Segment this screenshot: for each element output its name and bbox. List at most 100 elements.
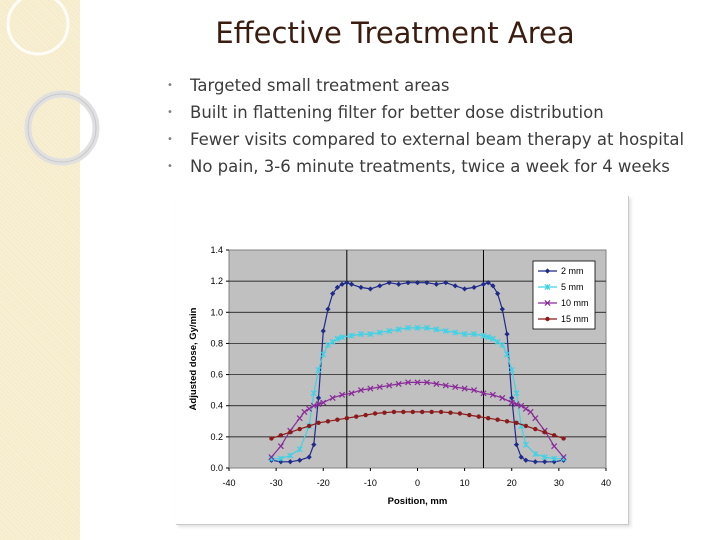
data-point — [306, 405, 313, 412]
data-point — [443, 280, 449, 286]
y-tick-label: 0.8 — [210, 338, 223, 348]
data-point — [489, 391, 496, 398]
data-point — [401, 409, 406, 415]
x-tick-label: -40 — [222, 478, 235, 488]
data-point — [320, 328, 326, 334]
data-point — [532, 415, 539, 422]
data-point — [391, 409, 397, 415]
data-point — [386, 382, 393, 389]
data-point — [485, 280, 491, 286]
legend-label: 15 mm — [561, 314, 589, 324]
data-point — [561, 436, 566, 441]
data-point — [301, 408, 308, 415]
data-point — [471, 387, 478, 394]
data-point — [504, 331, 510, 337]
data-point — [442, 382, 449, 389]
bullet-dot-icon: • — [167, 161, 173, 172]
data-point — [551, 433, 557, 438]
data-point — [344, 415, 350, 421]
x-tick-label: -10 — [364, 478, 377, 488]
bullet-dot-icon: • — [167, 80, 173, 91]
legend-box — [532, 260, 596, 330]
decorative-rings — [6, 0, 100, 166]
bullet-dot-icon: • — [167, 107, 173, 118]
data-point — [414, 379, 421, 386]
data-point — [544, 299, 551, 307]
data-point — [467, 412, 472, 418]
data-point — [461, 385, 468, 392]
data-point — [339, 281, 345, 287]
data-point — [315, 401, 322, 408]
data-point — [376, 384, 383, 391]
chart-image-frame: 0.0 0.2 0.4 0.6 0.8 1.0 1.2 1.4 -40 -30 -20 -10 0 10 2… — [176, 196, 629, 525]
data-point — [544, 268, 551, 274]
data-point — [438, 409, 444, 415]
data-point — [339, 391, 346, 398]
data-point — [476, 414, 481, 419]
data-point — [297, 426, 302, 432]
data-point — [504, 419, 510, 424]
data-point — [277, 443, 284, 450]
data-point — [410, 409, 415, 415]
y-tick-label: 1.0 — [210, 307, 223, 317]
data-point — [334, 284, 340, 290]
bullet-item: • Targeted small treatment areas — [160, 72, 684, 99]
data-point — [310, 402, 317, 409]
bullet-dot-icon: • — [167, 134, 173, 145]
data-point — [354, 414, 359, 419]
data-point — [306, 423, 312, 429]
x-tick-label: -30 — [270, 478, 283, 488]
data-point — [560, 454, 567, 461]
x-tick-label: 30 — [554, 478, 564, 488]
data-point — [316, 420, 321, 426]
dose-profile-chart: 0.0 0.2 0.4 0.6 0.8 1.0 1.2 1.4 -40 -30 -20 -10 0 10 2… — [188, 245, 611, 507]
bullet-item: • No pain, 3-6 minute treatments, twice a… — [160, 153, 684, 180]
y-tick-label: 1.2 — [210, 276, 223, 286]
data-point — [414, 280, 421, 286]
data-point — [542, 429, 547, 435]
bullet-text: No pain, 3-6 minute treatments, twice a … — [190, 157, 670, 176]
data-point — [268, 454, 275, 461]
data-point — [288, 429, 293, 435]
data-point — [518, 402, 525, 409]
data-point — [452, 384, 459, 391]
data-point — [485, 415, 491, 421]
data-point — [513, 401, 520, 408]
series-line — [271, 327, 564, 460]
data-point — [433, 380, 440, 387]
data-point — [532, 459, 538, 465]
data-point — [367, 385, 374, 392]
series-5-mm — [268, 324, 567, 462]
data-point — [527, 408, 534, 415]
data-point — [480, 390, 487, 397]
data-point — [480, 281, 487, 287]
y-tick-label: 0.2 — [210, 432, 223, 442]
data-point — [433, 281, 439, 287]
data-point — [344, 280, 350, 286]
data-point — [396, 281, 402, 287]
legend-label: 10 mm — [561, 298, 589, 308]
bullet-item: • Fewer visits compared to external beam … — [160, 126, 684, 153]
data-point — [542, 459, 548, 465]
data-point — [551, 443, 558, 450]
data-point — [382, 410, 387, 415]
x-tick-label: 10 — [460, 478, 470, 488]
bullet-list: • Targeted small treatment areas • Built i… — [160, 72, 684, 180]
bullet-text: Fewer visits compared to external beam t… — [190, 130, 685, 149]
data-point — [395, 380, 402, 387]
data-point — [335, 417, 340, 422]
slide-title: Effective Treatment Area — [215, 16, 575, 50]
legend: 2 mm 5 mm 10 mm 15 mm — [532, 260, 596, 330]
x-tick-label: -20 — [317, 478, 330, 488]
data-point — [533, 426, 538, 432]
legend-label: 2 mm — [561, 266, 584, 276]
x-tick-label: 20 — [507, 478, 517, 488]
data-point — [518, 454, 524, 460]
series-10-mm — [268, 379, 567, 461]
data-point — [372, 411, 378, 416]
data-point — [522, 405, 529, 412]
data-point — [329, 394, 336, 401]
data-point — [325, 419, 331, 424]
y-axis-label: Adjusted dose, Gy/min — [188, 307, 199, 410]
bullet-text: Built in flattening filter for better do… — [190, 103, 604, 122]
